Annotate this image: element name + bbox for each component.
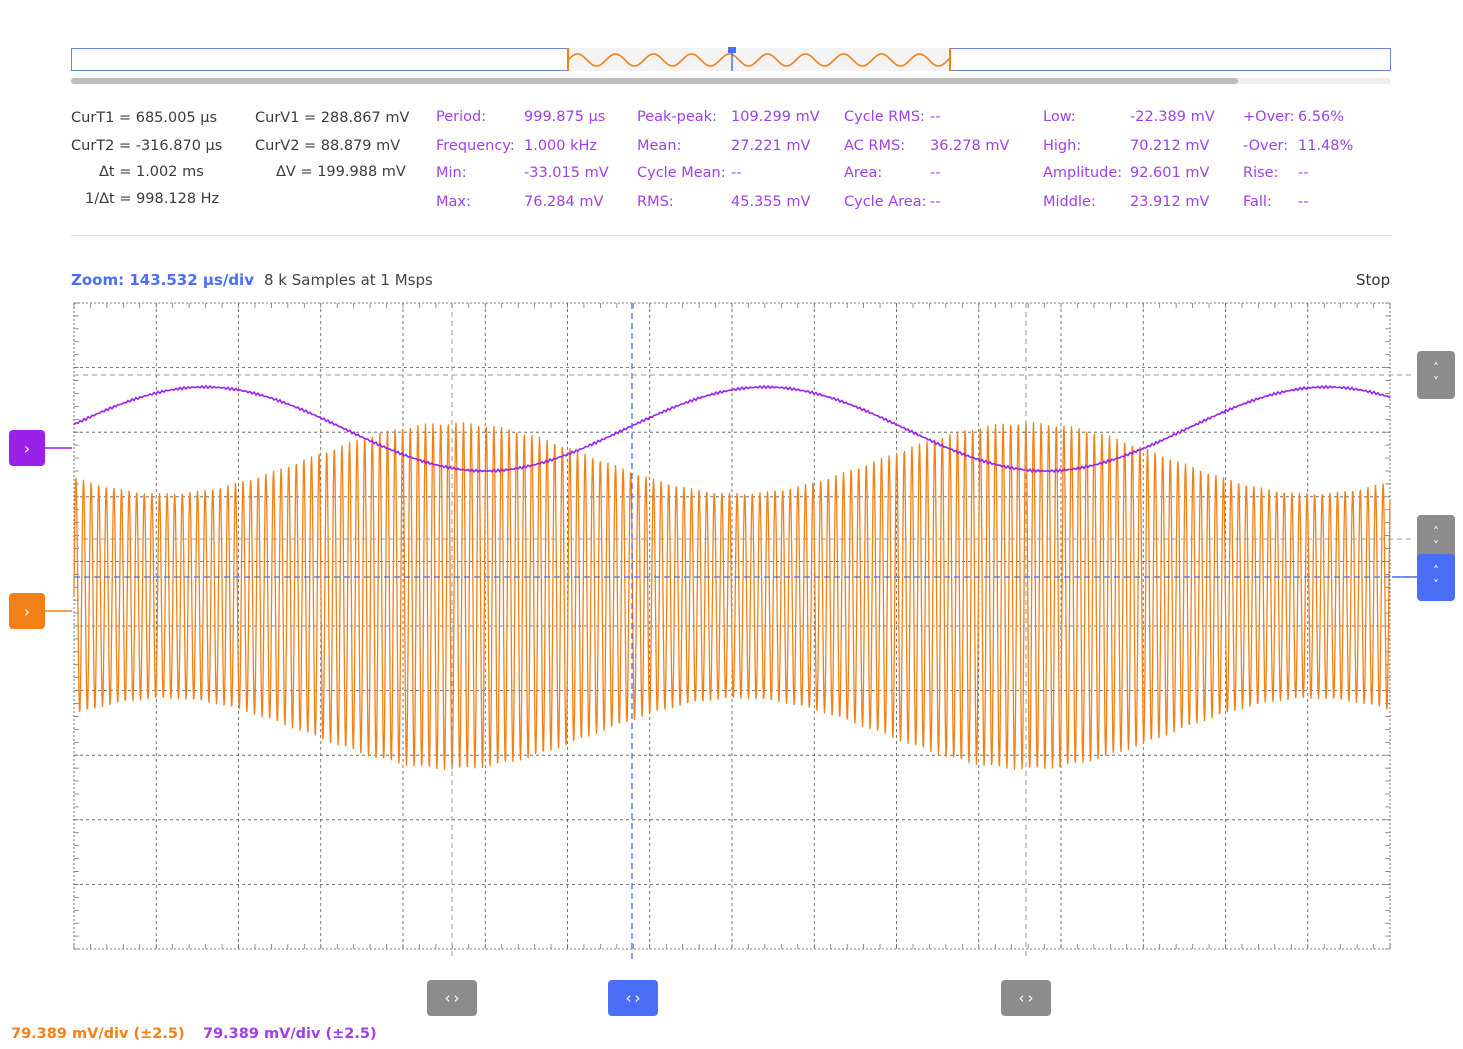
chevron-right-icon: › bbox=[23, 438, 31, 458]
overneg-value: 11.48% bbox=[1298, 138, 1354, 154]
samples-label: 8 k Samples at 1 Msps bbox=[264, 271, 433, 289]
acrms-value: 36.278 mV bbox=[930, 138, 1010, 154]
mean-value: 27.221 mV bbox=[731, 138, 811, 154]
overpos-value: 6.56% bbox=[1298, 109, 1345, 125]
amplitude-label: Amplitude: bbox=[1043, 165, 1123, 181]
chevron-up-icon: ˄ bbox=[1433, 361, 1439, 375]
zoom-label: Zoom: 143.532 µs/div bbox=[71, 271, 254, 289]
chevron-down-icon: ˅ bbox=[1433, 539, 1439, 553]
peakpeak-value: 109.299 mV bbox=[731, 109, 820, 125]
chevron-up-icon: ˄ bbox=[1433, 563, 1439, 578]
frequency-label: Frequency: bbox=[436, 138, 515, 154]
orange-channel-trace bbox=[73, 422, 1391, 770]
horizontal-scrollbar[interactable] bbox=[71, 78, 1391, 84]
voltage-cursor-1-handle[interactable]: ˄ ˅ bbox=[1417, 351, 1455, 399]
cyclearea-value: -- bbox=[930, 194, 941, 210]
scrollbar-thumb[interactable] bbox=[71, 78, 1238, 84]
time-cursor-2-handle[interactable]: ‹ › bbox=[1001, 980, 1051, 1016]
fall-value: -- bbox=[1298, 194, 1309, 210]
trigger-level-handle[interactable]: ˄ ˅ bbox=[1417, 554, 1455, 601]
chevron-right-icon: › bbox=[23, 601, 31, 621]
purple-channel-trace bbox=[73, 384, 1391, 474]
curv2-readout: CurV2 = 88.879 mV bbox=[255, 138, 401, 154]
peakpeak-label: Peak-peak: bbox=[637, 109, 717, 125]
chevron-down-icon: ˅ bbox=[1433, 577, 1439, 592]
rise-label: Rise: bbox=[1243, 165, 1279, 181]
chevron-down-icon: ˅ bbox=[1433, 375, 1439, 389]
mean-label: Mean: bbox=[637, 138, 682, 154]
fall-label: Fall: bbox=[1243, 194, 1272, 210]
area-label: Area: bbox=[844, 165, 883, 181]
oscilloscope-plot[interactable] bbox=[0, 295, 1463, 960]
rms-label: RMS: bbox=[637, 194, 674, 210]
curv1-readout: CurV1 = 288.867 mV bbox=[255, 110, 410, 126]
cyclemean-label: Cycle Mean: bbox=[637, 165, 726, 181]
overview-trace bbox=[567, 53, 951, 67]
overneg-label: -Over: bbox=[1243, 138, 1289, 154]
purple-channel-scale[interactable]: 79.389 mV/div (±2.5) bbox=[203, 1026, 377, 1042]
min-value: -33.015 mV bbox=[524, 165, 609, 181]
rise-value: -- bbox=[1298, 165, 1309, 181]
min-label: Min: bbox=[436, 165, 467, 181]
delta-t-readout: Δt = 1.002 ms bbox=[99, 164, 204, 180]
low-value: -22.389 mV bbox=[1130, 109, 1215, 125]
period-value: 999.875 µs bbox=[524, 109, 606, 125]
max-label: Max: bbox=[436, 194, 471, 210]
middle-label: Middle: bbox=[1043, 194, 1096, 210]
amplitude-value: 92.601 mV bbox=[1130, 165, 1210, 181]
curt2-readout: CurT2 = -316.870 µs bbox=[71, 138, 223, 154]
chevron-left-right-icon: ‹ › bbox=[625, 989, 641, 1007]
chevron-left-right-icon: ‹ › bbox=[1018, 989, 1034, 1007]
orange-channel-scale[interactable]: 79.389 mV/div (±2.5) bbox=[11, 1026, 185, 1042]
chevron-up-icon: ˄ bbox=[1433, 525, 1439, 539]
orange-channel-offset-marker[interactable]: › bbox=[9, 593, 45, 629]
rms-value: 45.355 mV bbox=[731, 194, 811, 210]
cyclerms-label: Cycle RMS: bbox=[844, 109, 925, 125]
cyclearea-label: Cycle Area: bbox=[844, 194, 927, 210]
max-value: 76.284 mV bbox=[524, 194, 604, 210]
chevron-left-right-icon: ‹ › bbox=[444, 989, 460, 1007]
acrms-label: AC RMS: bbox=[844, 138, 906, 154]
low-label: Low: bbox=[1043, 109, 1076, 125]
cyclerms-value: -- bbox=[930, 109, 941, 125]
area-value: -- bbox=[930, 165, 941, 181]
trigger-position-handle[interactable]: ‹ › bbox=[608, 980, 658, 1016]
frequency-value: 1.000 kHz bbox=[524, 138, 598, 154]
cyclemean-value: -- bbox=[731, 165, 742, 181]
acquisition-status: Stop bbox=[1356, 271, 1391, 289]
middle-value: 23.912 mV bbox=[1130, 194, 1210, 210]
high-label: High: bbox=[1043, 138, 1082, 154]
overpos-label: +Over: bbox=[1243, 109, 1295, 125]
purple-channel-offset-marker[interactable]: › bbox=[9, 430, 45, 466]
measurement-separator bbox=[71, 235, 1391, 236]
high-value: 70.212 mV bbox=[1130, 138, 1210, 154]
time-cursor-1-handle[interactable]: ‹ › bbox=[427, 980, 477, 1016]
delta-v-readout: ΔV = 199.988 mV bbox=[276, 164, 406, 180]
overview-waveform bbox=[567, 47, 951, 71]
curt1-readout: CurT1 = 685.005 µs bbox=[71, 110, 218, 126]
overview-trigger-marker[interactable] bbox=[728, 47, 736, 53]
period-label: Period: bbox=[436, 109, 487, 125]
inverse-delta-t-readout: 1/Δt = 998.128 Hz bbox=[85, 191, 220, 207]
plot-ticks bbox=[73, 302, 1391, 950]
